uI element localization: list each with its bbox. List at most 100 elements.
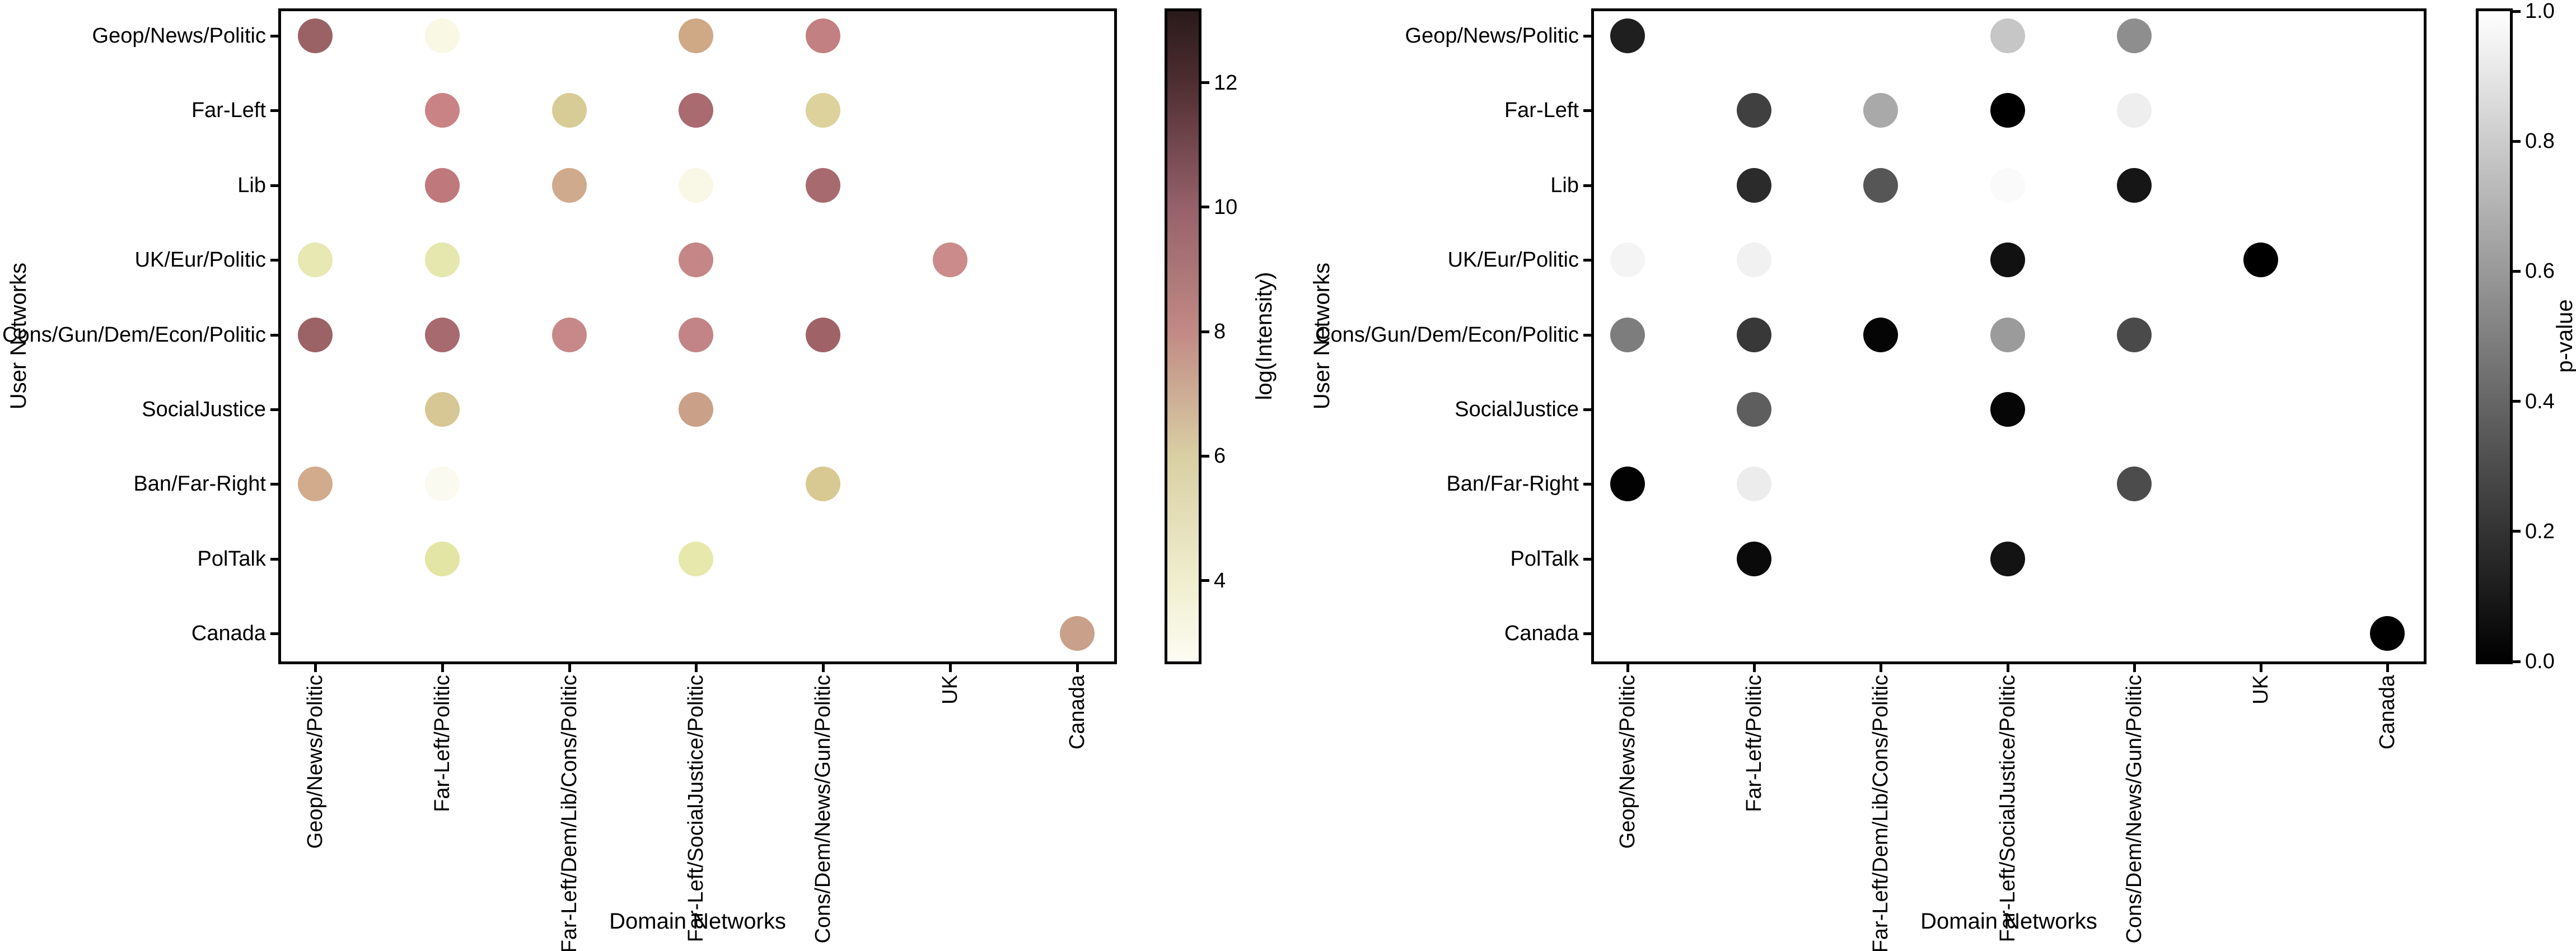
colorbar-tickmark: [1201, 330, 1209, 333]
y-tickmark: [270, 109, 278, 112]
x-tick-label-far-left-socialjustice-politic: Far-Left/SocialJustice/Politic: [684, 675, 708, 943]
y-tickmark: [1583, 109, 1591, 112]
dot-uk-eur-politic-x-far-left-socialjustice-politic: [679, 243, 713, 277]
y-tickmark: [270, 34, 278, 38]
colorbar-tick-label-0-6: 0.6: [2525, 259, 2555, 283]
intensity-colorbar-label: log(Intensity): [1252, 272, 1277, 400]
dot-ban-far-right-x-geop-news-politic: [298, 467, 333, 501]
y-tick-label-ban-far-right: Ban/Far-Right: [133, 472, 266, 496]
x-tick-label-geop-news-politic: Geop/News/Politic: [1616, 675, 1639, 849]
dot-cons-gun-dem-econ-politic-x-far-left-dem-lib-cons-politic: [1863, 318, 1898, 352]
colorbar-tick-label-0-8: 0.8: [2525, 129, 2555, 153]
y-tick-label-canada: Canada: [1504, 622, 1579, 645]
dot-ban-far-right-x-cons-dem-news-gun-politic: [2117, 467, 2152, 501]
colorbar-tickmark: [2513, 139, 2521, 143]
dot-uk-eur-politic-x-far-left-socialjustice-politic: [1990, 243, 2025, 277]
dot-far-left-x-far-left-dem-lib-cons-politic: [1863, 93, 1898, 128]
x-tickmark: [694, 664, 698, 672]
x-tick-label-uk: UK: [2249, 675, 2273, 705]
y-tick-label-far-left: Far-Left: [191, 99, 266, 122]
dot-uk-eur-politic-x-uk: [933, 243, 967, 277]
colorbar-tickmark: [1201, 454, 1209, 458]
x-tick-label-canada: Canada: [1065, 675, 1089, 750]
dot-cons-gun-dem-econ-politic-x-cons-dem-news-gun-politic: [2117, 318, 2152, 352]
y-tick-label-far-left: Far-Left: [1504, 99, 1579, 122]
y-tick-label-poltalk: PolTalk: [1510, 547, 1579, 571]
y-tickmark: [270, 632, 278, 635]
dot-uk-eur-politic-x-far-left-politic: [1737, 243, 1771, 277]
dot-cons-gun-dem-econ-politic-x-cons-dem-news-gun-politic: [806, 318, 840, 352]
dot-uk-eur-politic-x-uk: [2243, 243, 2278, 277]
y-tick-label-canada: Canada: [191, 622, 266, 645]
x-tickmark: [1752, 664, 1756, 672]
dot-poltalk-x-far-left-politic: [425, 542, 460, 576]
x-tick-label-far-left-politic: Far-Left/Politic: [1742, 675, 1766, 812]
x-tickmark: [1879, 664, 1882, 672]
colorbar-tick-label-10: 10: [1214, 195, 1238, 219]
dot-uk-eur-politic-x-far-left-politic: [425, 243, 460, 277]
dot-socialjustice-x-far-left-socialjustice-politic: [679, 392, 713, 427]
y-tick-label-socialjustice: SocialJustice: [1455, 398, 1579, 421]
y-tickmark: [1583, 34, 1591, 38]
dot-cons-gun-dem-econ-politic-x-far-left-dem-lib-cons-politic: [552, 318, 587, 352]
left-plot-area: [278, 8, 1117, 664]
y-tickmark: [270, 557, 278, 561]
dot-far-left-x-cons-dem-news-gun-politic: [806, 93, 840, 128]
dot-cons-gun-dem-econ-politic-x-far-left-politic: [1737, 318, 1771, 352]
x-tickmark: [2386, 664, 2389, 672]
dot-lib-x-far-left-politic: [425, 168, 460, 203]
colorbar-tick-label-12: 12: [1214, 71, 1238, 95]
x-tickmark: [1076, 664, 1079, 672]
dot-ban-far-right-x-geop-news-politic: [1610, 467, 1645, 501]
dot-lib-x-far-left-politic: [1737, 168, 1771, 203]
x-tickmark: [2259, 664, 2262, 672]
dot-cons-gun-dem-econ-politic-x-geop-news-politic: [1610, 318, 1645, 352]
y-tickmark: [1583, 258, 1591, 262]
x-tickmark: [1626, 664, 1629, 672]
dot-cons-gun-dem-econ-politic-x-far-left-politic: [425, 318, 460, 352]
dot-geop-news-politic-x-far-left-socialjustice-politic: [1990, 18, 2025, 53]
dot-far-left-x-far-left-socialjustice-politic: [1990, 93, 2025, 128]
dot-geop-news-politic-x-geop-news-politic: [1610, 18, 1645, 53]
dot-far-left-x-far-left-socialjustice-politic: [679, 93, 713, 128]
x-tick-label-far-left-dem-lib-cons-politic: Far-Left/Dem/Lib/Cons/Politic: [558, 675, 581, 951]
colorbar-tick-label-0-0: 0.0: [2525, 650, 2555, 673]
x-tickmark: [314, 664, 317, 672]
y-tickmark: [270, 482, 278, 486]
y-tickmark: [1583, 408, 1591, 411]
x-tickmark: [821, 664, 825, 672]
x-tickmark: [441, 664, 444, 672]
y-tickmark: [1583, 557, 1591, 561]
dot-socialjustice-x-far-left-socialjustice-politic: [1990, 392, 2025, 427]
dot-lib-x-far-left-dem-lib-cons-politic: [552, 168, 587, 203]
y-tick-label-lib: Lib: [237, 174, 266, 197]
dot-poltalk-x-far-left-socialjustice-politic: [1990, 542, 2025, 576]
colorbar-tickmark: [2513, 530, 2521, 533]
y-tickmark: [270, 258, 278, 262]
dot-cons-gun-dem-econ-politic-x-geop-news-politic: [298, 318, 333, 352]
x-tick-label-far-left-dem-lib-cons-politic: Far-Left/Dem/Lib/Cons/Politic: [1869, 675, 1892, 951]
colorbar-tickmark: [2513, 10, 2521, 13]
right-x-axis-title: Domain Networks: [1920, 909, 2097, 934]
dot-ban-far-right-x-far-left-politic: [425, 467, 460, 501]
colorbar-tick-label-1-0: 1.0: [2525, 0, 2555, 23]
dot-cons-gun-dem-econ-politic-x-far-left-socialjustice-politic: [679, 318, 713, 352]
dot-lib-x-far-left-dem-lib-cons-politic: [1863, 168, 1898, 203]
y-tickmark: [1583, 482, 1591, 486]
y-tickmark: [270, 184, 278, 187]
x-tick-label-uk: UK: [938, 675, 962, 705]
x-tick-label-canada: Canada: [2376, 675, 2399, 750]
y-tick-label-uk-eur-politic: UK/Eur/Politic: [1447, 248, 1579, 272]
x-tickmark: [948, 664, 952, 672]
colorbar-tickmark: [1201, 579, 1209, 582]
dot-far-left-x-far-left-politic: [1737, 93, 1771, 128]
left-x-axis-title: Domain Networks: [609, 909, 786, 934]
dot-geop-news-politic-x-cons-dem-news-gun-politic: [2117, 18, 2152, 53]
y-tick-label-uk-eur-politic: UK/Eur/Politic: [134, 248, 266, 272]
dot-geop-news-politic-x-geop-news-politic: [298, 18, 333, 53]
dot-ban-far-right-x-far-left-politic: [1737, 467, 1771, 501]
y-tick-label-geop-news-politic: Geop/News/Politic: [92, 24, 266, 48]
dot-uk-eur-politic-x-geop-news-politic: [298, 243, 333, 277]
y-tickmark: [1583, 333, 1591, 337]
